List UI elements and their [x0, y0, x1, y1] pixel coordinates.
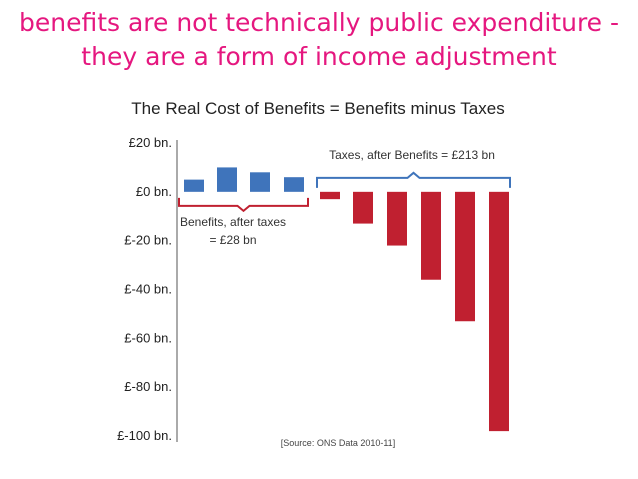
- taxes-bar: [320, 191, 340, 200]
- y-tick-label: £-60 bn.: [124, 330, 172, 345]
- taxes-bar: [387, 191, 407, 246]
- y-tick-label: £-40 bn.: [124, 282, 172, 297]
- benefits-label-line-1: Benefits, after taxes: [180, 215, 286, 229]
- y-axis: £20 bn. £0 bn. £-20 bn. £-40 bn. £-60 bn. £-8…: [117, 135, 172, 443]
- y-tick-label: £-20 bn.: [124, 233, 172, 248]
- benefits-bracket: [178, 197, 309, 213]
- taxes-bar: [489, 191, 509, 432]
- benefits-bar: [217, 167, 237, 192]
- source-note: [Source: ONS Data 2010-11]: [281, 438, 395, 448]
- taxes-bracket: [316, 171, 511, 188]
- benefits-label-line-2: = £28 bn: [209, 233, 256, 247]
- bars: [184, 167, 509, 432]
- benefits-bar: [184, 179, 204, 192]
- y-tick-label: £-80 bn.: [124, 379, 172, 394]
- headline: benefits are not technically public expe…: [0, 6, 638, 74]
- headline-line-1: benefits are not technically public expe…: [18, 8, 620, 37]
- chart-title: The Real Cost of Benefits = Benefits min…: [131, 99, 504, 118]
- y-tick-label: £-100 bn.: [117, 428, 172, 443]
- benefits-bar: [250, 172, 270, 192]
- taxes-bar: [455, 191, 475, 322]
- headline-line-2: they are a form of income adjustment: [81, 42, 557, 71]
- taxes-label: Taxes, after Benefits = £213 bn: [329, 148, 495, 162]
- taxes-bar: [421, 191, 441, 280]
- y-tick-label: £20 bn.: [129, 135, 172, 150]
- y-tick-label: £0 bn.: [136, 184, 172, 199]
- benefits-bar: [284, 177, 304, 192]
- taxes-bar: [353, 191, 373, 224]
